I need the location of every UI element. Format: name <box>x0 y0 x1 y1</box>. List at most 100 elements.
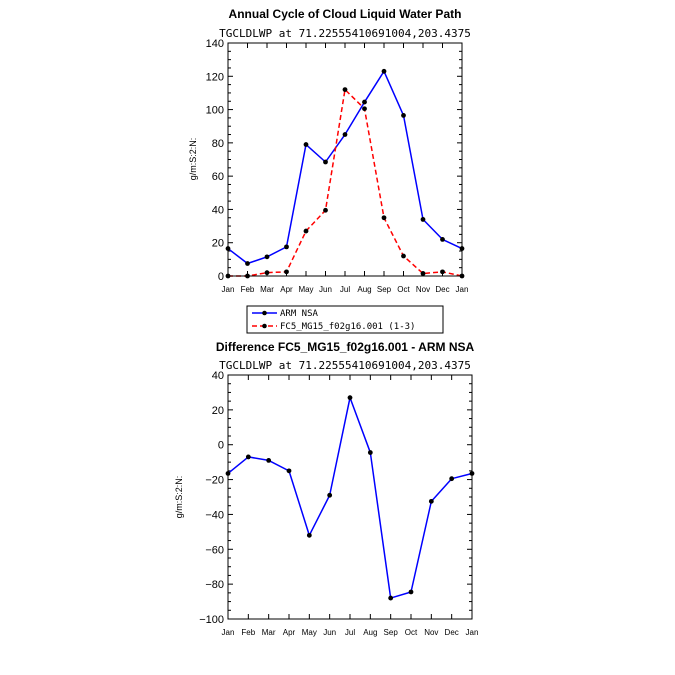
y-tick-label: −60 <box>205 544 224 556</box>
data-point <box>367 450 373 455</box>
x-tick-label: Feb <box>241 628 255 637</box>
y-tick-label: −80 <box>205 579 224 591</box>
x-tick-labels: Jan Feb Mar Apr May Jun Jul Aug Sep Oct Nov Dec Jan <box>222 285 469 294</box>
y-tick-label: −20 <box>205 475 224 487</box>
data-point <box>362 99 367 105</box>
y-tick-label: 140 <box>206 38 224 50</box>
data-point <box>381 68 387 74</box>
chart-subtitle: TGCLDLWP at 71.22555410691004,203.4375 <box>219 359 471 372</box>
x-tick-label: May <box>302 628 317 637</box>
x-tick-label: Jun <box>319 285 332 294</box>
data-point <box>284 269 289 275</box>
chart-title: Difference FC5_MG15_f02g16.001 - ARM NSA <box>216 340 475 354</box>
data-point <box>440 269 445 275</box>
axis-ticks <box>227 42 463 277</box>
x-tick-label: May <box>298 285 313 294</box>
x-tick-label: Nov <box>424 628 438 637</box>
y-tick-label: 20 <box>212 238 224 250</box>
data-point <box>428 498 434 504</box>
data-point <box>420 217 426 222</box>
plot-frame <box>227 374 473 620</box>
legend-box <box>246 305 444 334</box>
x-tick-label: Feb <box>241 285 255 294</box>
data-point <box>303 142 309 147</box>
y-tick-label: −100 <box>199 614 224 626</box>
data-point <box>245 454 251 460</box>
y-tick-label: −40 <box>205 509 224 521</box>
chart-subtitle: TGCLDLWP at 71.22555410691004,203.4375 <box>219 27 471 40</box>
panel-annual-cycle: Annual Cycle of Cloud Liquid Water Path … <box>188 7 471 294</box>
y-tick-label: 0 <box>218 440 224 452</box>
x-tick-label: Jan <box>222 285 235 294</box>
data-point <box>327 492 333 498</box>
legend-marker-model <box>262 323 267 329</box>
legend-label-arm-nsa: ARM NSA <box>280 309 319 319</box>
data-point <box>323 159 328 165</box>
x-tick-label: Jan <box>222 628 235 637</box>
x-tick-label: Jan <box>466 628 479 637</box>
series-line-series-0 <box>227 396 473 599</box>
x-tick-label: Jun <box>323 628 336 637</box>
data-point <box>303 228 309 234</box>
series-layer <box>225 395 475 601</box>
data-point <box>264 254 270 260</box>
y-tick-label: 80 <box>212 138 224 150</box>
x-tick-label: Mar <box>260 285 274 294</box>
y-axis-label: g/m:S:2:N: <box>188 138 198 181</box>
x-tick-label: Oct <box>397 285 410 294</box>
chart-title: Annual Cycle of Cloud Liquid Water Path <box>229 7 462 21</box>
series-line-arm-nsa <box>227 70 463 265</box>
y-tick-label: 100 <box>206 105 224 117</box>
data-point <box>408 589 414 595</box>
data-point <box>401 112 406 118</box>
data-point <box>347 395 353 401</box>
data-point <box>323 207 328 213</box>
data-point <box>381 215 387 221</box>
x-tick-label: Mar <box>262 628 276 637</box>
data-point <box>306 532 312 538</box>
legend: ARM NSA FC5_MG15_f02g16.001 (1-3) <box>246 305 444 334</box>
data-point <box>264 270 270 276</box>
y-tick-label: 120 <box>206 71 224 83</box>
y-tick-labels: −100 −80 −60 −40 −20 0 20 40 <box>199 370 224 626</box>
x-tick-label: Jul <box>345 628 355 637</box>
data-point <box>362 106 367 112</box>
data-point <box>286 468 292 474</box>
data-point <box>388 595 394 601</box>
x-tick-label: Jan <box>456 285 469 294</box>
x-tick-label: Dec <box>445 628 459 637</box>
x-tick-label: Aug <box>357 285 371 294</box>
data-point <box>440 236 445 242</box>
data-point <box>266 458 272 463</box>
data-point <box>342 87 348 92</box>
legend-marker-arm-nsa <box>262 310 267 316</box>
y-tick-label: 60 <box>212 171 224 183</box>
x-tick-label: Jul <box>340 285 350 294</box>
data-point <box>284 244 289 250</box>
data-point <box>420 271 426 276</box>
y-tick-label: 40 <box>212 204 224 216</box>
data-point <box>401 253 406 259</box>
x-tick-label: Apr <box>283 628 296 637</box>
x-tick-label: Sep <box>384 628 399 637</box>
y-tick-label: 20 <box>212 405 224 417</box>
legend-item-model: FC5_MG15_f02g16.001 (1-3) <box>252 322 415 332</box>
series-layer <box>225 68 465 279</box>
y-tick-label: 0 <box>218 271 224 283</box>
panel-difference: Difference FC5_MG15_f02g16.001 - ARM NSA… <box>174 340 478 637</box>
x-tick-label: Sep <box>377 285 392 294</box>
y-axis-label: g/m:S:2:N: <box>174 476 184 519</box>
x-tick-label: Oct <box>405 628 418 637</box>
x-tick-label: Apr <box>280 285 293 294</box>
data-point <box>342 132 348 137</box>
y-tick-label: 40 <box>212 370 224 382</box>
x-tick-label: Aug <box>363 628 377 637</box>
data-point <box>245 261 250 266</box>
y-tick-labels: 0 20 40 60 80 100 120 140 <box>206 38 224 283</box>
x-tick-label: Dec <box>435 285 449 294</box>
plot-frame <box>227 42 463 277</box>
data-point <box>449 476 455 482</box>
x-tick-label: Nov <box>416 285 430 294</box>
legend-label-model: FC5_MG15_f02g16.001 (1-3) <box>280 322 415 332</box>
